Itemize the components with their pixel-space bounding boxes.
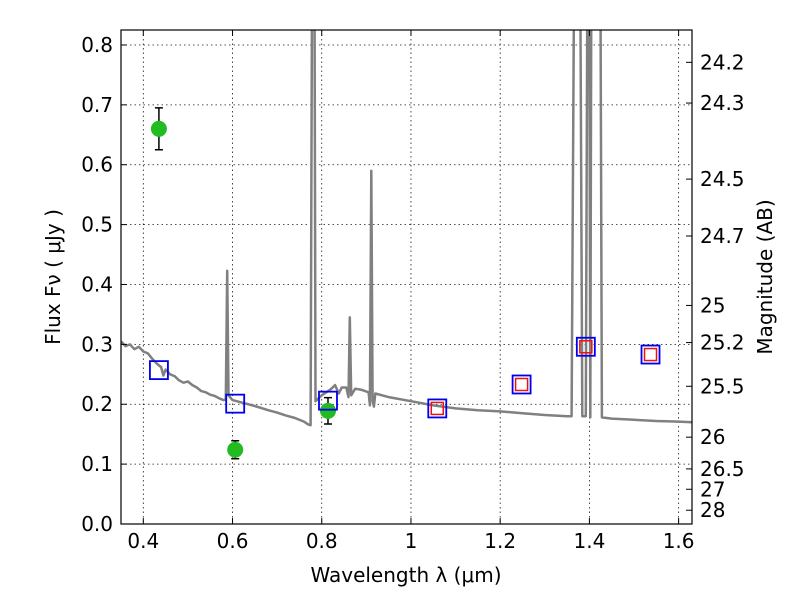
right-tick-label: 27 [700, 477, 725, 501]
right-axis-title: Magnitude (AB) [753, 199, 777, 354]
y-tick-label: 0.1 [81, 452, 113, 476]
model-band-square [318, 390, 338, 411]
x-tick-label: 1.6 [663, 529, 695, 553]
y-ticks: 0.0 0.1 0.2 0.3 0.4 0.5 0.6 0.7 0.8 [81, 33, 127, 536]
sed-model-line [121, 30, 692, 427]
y-tick-label: 0.5 [81, 213, 113, 237]
photometry-point [227, 441, 244, 458]
right-tick-label: 25.5 [700, 374, 745, 398]
y-tick-label: 0.2 [81, 392, 113, 416]
right-tick-label: 26.5 [700, 457, 745, 481]
right-tick-label: 24.2 [700, 50, 745, 74]
photometry-point [150, 120, 167, 137]
right-tick-label: 24.5 [700, 167, 745, 191]
y-tick-label: 0.6 [81, 153, 113, 177]
y-axis-title: Flux Fν ( μJy ) [41, 209, 65, 345]
grid-lines [121, 30, 692, 525]
model-band-square [511, 374, 532, 395]
model-band-square [225, 393, 246, 414]
model-band-square-red [430, 401, 445, 416]
y-tick-label: 0.7 [81, 93, 113, 117]
x-tick-label: 0.4 [127, 529, 159, 553]
right-tick-label: 24.3 [700, 91, 745, 115]
right-tick-label: 25.2 [700, 331, 745, 355]
right-tick-label: 26 [700, 425, 725, 449]
y-tick-label: 0.0 [81, 512, 113, 536]
x-tick-label: 1 [405, 529, 418, 553]
x-tick-label: 0.8 [306, 529, 338, 553]
x-ticks: 0.4 0.6 0.8 1 1.2 1.4 1.6 [127, 30, 695, 553]
right-tick-label: 25 [700, 293, 725, 317]
y-tick-label: 0.3 [81, 332, 113, 356]
model-band-square [575, 336, 596, 357]
x-tick-label: 1.4 [573, 529, 605, 553]
model-band-square-red [514, 377, 529, 392]
model-band-square [427, 398, 448, 419]
x-tick-label: 1.2 [484, 529, 516, 553]
model-band-square [149, 360, 169, 381]
right-tick-label: 24.7 [700, 224, 745, 248]
model-band-square-red [579, 340, 593, 354]
x-axis-title: Wavelength λ (μm) [310, 563, 501, 587]
y-tick-label: 0.8 [81, 33, 113, 57]
x-tick-label: 0.6 [217, 529, 249, 553]
model-band-square [640, 344, 661, 365]
plot-frame [120, 29, 693, 525]
model-band-square-red [643, 347, 658, 362]
plot-markers [149, 107, 661, 460]
photometry-point [319, 402, 336, 419]
right-tick-label: 28 [700, 498, 725, 522]
plot-series [121, 30, 692, 427]
y-tick-label: 0.4 [81, 272, 113, 296]
